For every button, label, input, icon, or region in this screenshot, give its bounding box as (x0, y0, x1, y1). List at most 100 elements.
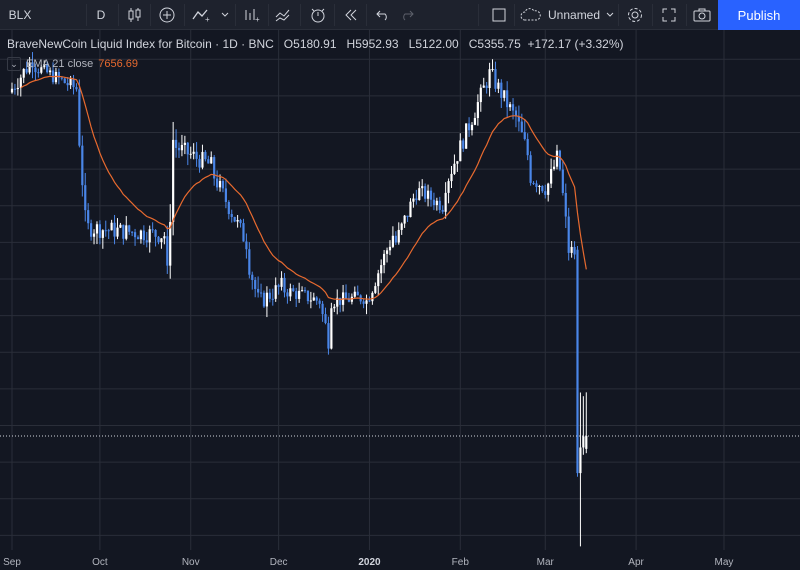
candle-body (195, 151, 198, 159)
candle-body (503, 90, 506, 98)
legend-open-label: O (283, 37, 294, 51)
candle-body (274, 285, 277, 299)
layout-icon[interactable] (488, 0, 510, 30)
alert-icon[interactable] (306, 0, 330, 30)
divider (268, 4, 269, 26)
candle-body (315, 297, 318, 301)
chart-legend: BraveNewCoin Liquid Index for Bitcoin · … (7, 37, 624, 51)
candle-body (174, 139, 178, 148)
candle-body (459, 140, 462, 162)
candle-body (564, 192, 567, 217)
candle-body (412, 198, 415, 202)
layout-name: Unnamed (548, 8, 601, 22)
symbol-label: BLX (8, 8, 32, 22)
price-chart[interactable]: Sep Oct Nov Dec 2020 Feb Mar Apr May (0, 30, 800, 570)
undo-icon[interactable] (372, 0, 394, 30)
candle-body (424, 186, 427, 199)
candle-body (87, 210, 90, 224)
candle-body (186, 142, 189, 155)
candle-body (198, 158, 201, 168)
candle-body (391, 235, 394, 247)
candle-body (377, 273, 380, 287)
candle-body (210, 157, 213, 164)
x-axis-label: 2020 (358, 557, 381, 568)
candle-body (183, 142, 186, 145)
candle-body (34, 67, 37, 73)
plus-circle-icon[interactable] (156, 0, 178, 30)
x-axis: Sep Oct Nov Dec 2020 Feb Mar Apr May (3, 557, 733, 568)
candle-body (406, 215, 409, 218)
candle-body (409, 201, 412, 218)
symbol-search[interactable]: BLX (0, 0, 40, 30)
candle-body (245, 241, 248, 250)
candle-body (426, 190, 430, 199)
candle-body (257, 288, 260, 293)
candle-body (529, 155, 532, 183)
candle-body (254, 279, 257, 289)
layout-name-button[interactable]: Unnamed (520, 0, 620, 30)
candle-body (306, 290, 310, 302)
candle-body (339, 297, 342, 305)
compare-icon[interactable] (272, 0, 296, 30)
gear-icon[interactable] (624, 0, 646, 30)
candle-body (573, 246, 576, 255)
candle-body (567, 216, 570, 253)
camera-icon[interactable] (690, 0, 714, 30)
candle-body (136, 237, 140, 240)
candle-body (333, 306, 336, 309)
candle-body (25, 68, 28, 73)
candle-body (119, 224, 122, 228)
candle-body (494, 69, 497, 89)
candle-body (101, 230, 104, 238)
publish-button[interactable]: Publish (718, 0, 800, 30)
x-axis-label: Apr (628, 557, 644, 568)
candle-body (585, 436, 588, 449)
candle-body (403, 215, 406, 224)
candle-body (561, 169, 564, 193)
publish-label: Publish (737, 7, 781, 23)
candle-body (151, 229, 154, 231)
chevron-down-icon[interactable] (218, 0, 232, 30)
candle-body (84, 185, 87, 211)
x-axis-label: Sep (3, 557, 21, 568)
candle-body (371, 292, 374, 302)
candle-body (98, 224, 101, 238)
legend-toggle-icon[interactable]: ⌄ (7, 57, 21, 71)
ema-value: 7656.69 (98, 58, 139, 70)
divider (300, 4, 301, 26)
candle-body (157, 236, 160, 243)
indicator-icon[interactable]: + (190, 0, 214, 30)
x-axis-label: Nov (182, 557, 200, 568)
candle-body (230, 214, 233, 217)
candle-body (189, 153, 192, 155)
candle-body (131, 231, 134, 233)
candle-body (300, 290, 304, 292)
candle-body (456, 161, 459, 164)
candle-body (81, 145, 84, 186)
candle-body (180, 144, 184, 151)
candle-body (309, 300, 312, 302)
replay-icon[interactable] (340, 0, 362, 30)
fullscreen-icon[interactable] (658, 0, 680, 30)
redo-icon[interactable] (396, 0, 418, 30)
candle-body (523, 132, 526, 140)
candle-body (385, 250, 389, 254)
candle-body (555, 150, 559, 167)
candle-body (552, 166, 556, 170)
chevron-down-icon (606, 12, 614, 17)
candle-body (482, 85, 485, 88)
candle-body (362, 301, 365, 304)
candle-body (374, 286, 377, 293)
bar-chart-add-icon[interactable]: + (240, 0, 264, 30)
candle-body (107, 230, 110, 232)
candle-body (280, 277, 283, 287)
candle-body (415, 198, 418, 200)
candle-body (421, 186, 424, 189)
candle-body (558, 150, 562, 170)
candle-body (43, 64, 46, 68)
legend-open: 5180.91 (293, 37, 337, 51)
candles-icon[interactable] (124, 0, 146, 30)
candle-body (283, 277, 286, 293)
candle-body (46, 64, 49, 73)
interval-button[interactable]: D (90, 0, 112, 30)
